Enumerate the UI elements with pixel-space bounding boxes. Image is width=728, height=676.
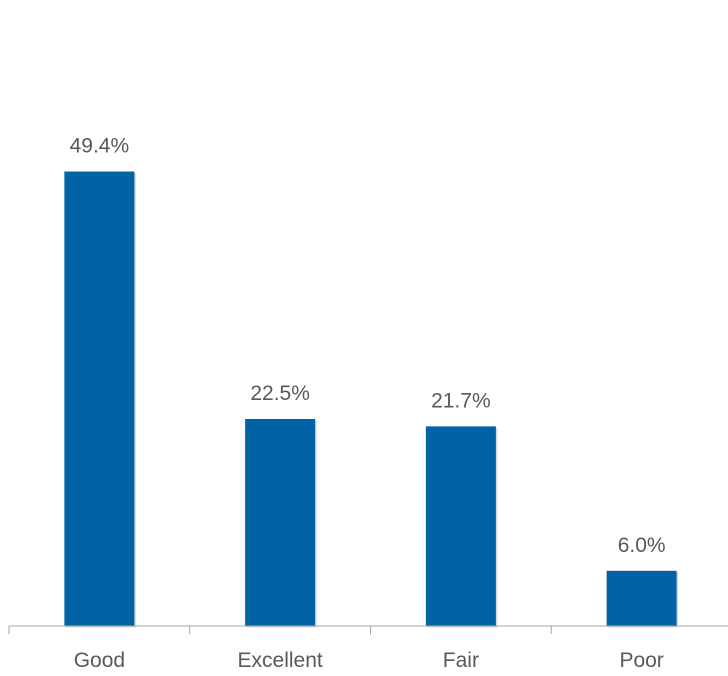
- category-label-good: Good: [74, 649, 125, 671]
- bars-group: [64, 171, 679, 628]
- bar-good: [64, 171, 135, 626]
- value-labels-group: 49.4% 22.5% 21.7% 6.0%: [70, 135, 666, 557]
- category-label-fair: Fair: [443, 649, 479, 671]
- x-axis: [8, 625, 728, 634]
- bar-poor: [606, 570, 677, 626]
- category-label-excellent: Excellent: [238, 649, 323, 671]
- value-label-fair: 21.7%: [431, 389, 491, 412]
- category-labels-group: Good Excellent Fair Poor: [74, 649, 664, 672]
- value-label-good: 49.4%: [70, 135, 130, 158]
- value-label-poor: 6.0%: [618, 534, 666, 557]
- bar-fair: [425, 426, 496, 626]
- category-label-poor: Poor: [619, 649, 663, 671]
- value-label-excellent: 22.5%: [250, 382, 310, 405]
- bar-excellent: [245, 419, 316, 626]
